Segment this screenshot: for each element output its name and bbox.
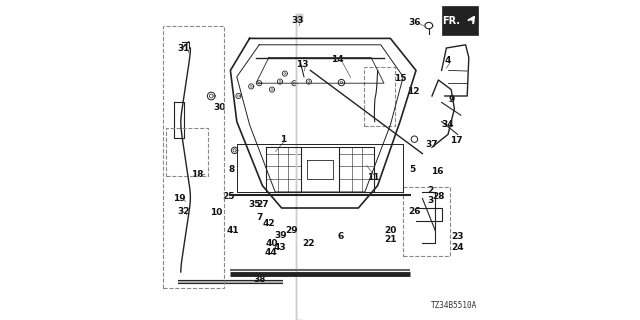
Text: 13: 13 [296,60,308,68]
Text: 15: 15 [394,74,406,83]
Text: 28: 28 [432,192,445,201]
Text: 44: 44 [265,248,278,257]
Text: TZ34B5510A: TZ34B5510A [431,301,477,310]
Text: 2: 2 [428,186,433,195]
Text: 39: 39 [275,231,287,240]
Text: 16: 16 [431,167,443,176]
Text: 5: 5 [410,165,416,174]
Text: 41: 41 [227,226,239,235]
Text: 36: 36 [408,18,420,27]
Text: FR.: FR. [442,16,460,26]
Text: 29: 29 [285,226,298,235]
Text: 33: 33 [291,16,304,25]
Text: 30: 30 [213,103,225,112]
Text: 14: 14 [332,55,344,64]
Text: 6: 6 [338,232,344,241]
Text: 27: 27 [256,200,269,209]
Text: 40: 40 [265,239,278,248]
Text: 22: 22 [303,239,315,248]
Text: 7: 7 [256,213,262,222]
Text: 35: 35 [248,200,260,209]
Text: 12: 12 [406,87,419,96]
Text: 21: 21 [384,236,397,244]
Text: 8: 8 [229,165,235,174]
Text: 34: 34 [442,120,454,129]
Text: 32: 32 [178,207,190,216]
Text: 9: 9 [448,95,454,104]
Text: 4: 4 [445,56,451,65]
Text: 1: 1 [280,135,286,144]
Text: 25: 25 [223,192,235,201]
Text: 11: 11 [367,173,379,182]
Text: 24: 24 [451,244,464,252]
Text: 42: 42 [262,220,275,228]
Text: 31: 31 [178,44,190,52]
Text: 17: 17 [450,136,462,145]
Text: 3: 3 [428,196,433,204]
Text: 43: 43 [274,244,286,252]
Text: 37: 37 [426,140,438,148]
Text: 18: 18 [191,170,203,179]
Text: 10: 10 [210,208,222,217]
Text: 26: 26 [408,207,420,216]
FancyBboxPatch shape [442,6,479,35]
Text: 19: 19 [173,194,186,203]
Text: 38: 38 [253,276,266,284]
Text: 23: 23 [451,232,464,241]
Text: 20: 20 [384,226,397,235]
